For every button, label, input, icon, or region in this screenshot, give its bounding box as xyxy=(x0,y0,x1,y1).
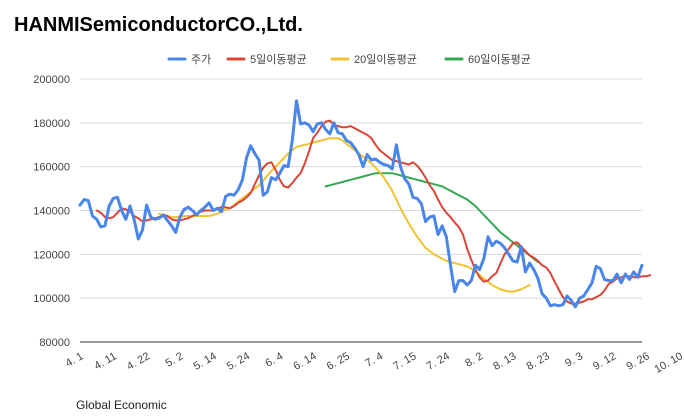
x-tick-label: 9. 26 xyxy=(624,350,651,373)
y-tick-label: 200000 xyxy=(33,74,70,86)
x-tick-label: 7. 15 xyxy=(391,350,418,373)
y-tick-label: 120000 xyxy=(33,249,70,261)
chart-title: HANMISemiconductorCO.,Ltd. xyxy=(14,14,303,36)
grid-layer xyxy=(80,78,642,343)
x-tick-label: 5. 14 xyxy=(192,350,219,373)
y-tick-label: 160000 xyxy=(33,162,70,174)
legend-label: 주가 xyxy=(191,53,211,66)
series-line-0 xyxy=(78,99,644,309)
x-tick-label: 7. 4 xyxy=(363,350,385,370)
legend-label: 5일이동평균 xyxy=(250,52,307,66)
legend-label: 20일이동평균 xyxy=(354,52,417,66)
x-tick-label: 5. 24 xyxy=(225,350,252,373)
x-tick-label: 4. 1 xyxy=(64,350,86,370)
y-tick-label: 100000 xyxy=(33,293,70,305)
x-tick-label: 8. 13 xyxy=(491,350,518,373)
y-tick-label: 80000 xyxy=(39,337,70,349)
x-tick-label: 8. 23 xyxy=(525,350,552,373)
x-tick-label: 9. 12 xyxy=(591,350,618,373)
y-axis-ticks: 80000 100000 120000 140000 160000 180000 20000… xyxy=(33,74,70,349)
series-layer xyxy=(78,99,652,309)
legend: 주가 5일이동평균 20일이동평균 60일이동평균 xyxy=(167,52,531,66)
x-tick-label: 4. 11 xyxy=(92,350,118,372)
x-tick-label: 7. 24 xyxy=(425,350,452,373)
x-tick-label: 6. 25 xyxy=(325,350,352,373)
x-tick-label: 4. 22 xyxy=(125,350,152,373)
series-line-1 xyxy=(95,119,652,305)
y-tick-label: 180000 xyxy=(33,118,70,130)
x-tick-label: 6. 4 xyxy=(263,350,285,370)
legend-label: 60일이동평균 xyxy=(468,52,531,66)
y-tick-label: 140000 xyxy=(33,206,70,218)
x-tick-label: 6. 14 xyxy=(291,350,318,373)
x-axis-ticks: 4. 1 4. 11 4. 22 5. 2 5. 14 5. 24 6. 4 6. 14 6. … xyxy=(64,350,684,376)
source-label: Global Economic xyxy=(76,398,167,412)
x-tick-label: 9. 3 xyxy=(563,350,585,370)
x-tick-label: 10. 10 xyxy=(652,350,684,376)
series-line-3 xyxy=(324,172,539,263)
x-tick-label: 5. 2 xyxy=(164,350,186,370)
x-tick-label: 8. 2 xyxy=(463,350,485,370)
